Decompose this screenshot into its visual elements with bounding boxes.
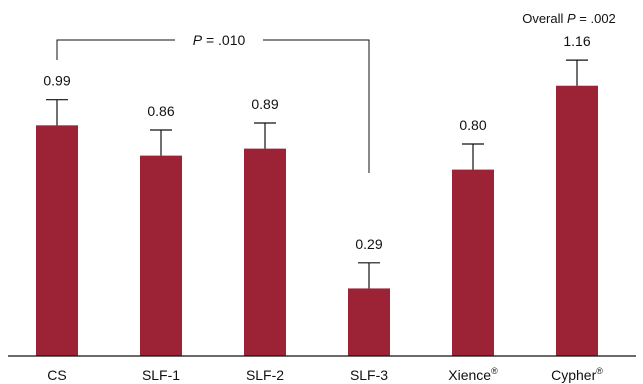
- bracket-right-segment: [263, 39, 370, 173]
- overall-p-letter: P: [567, 11, 576, 26]
- x-tick-label-slf-1: SLF-1: [142, 367, 180, 383]
- x-tick-label-xience: Xience®: [448, 366, 498, 383]
- value-labels-group: 0.99 0.86 0.89 0.29 0.80 1.16: [43, 33, 590, 252]
- x-tick-label-slf-2: SLF-2: [246, 367, 284, 383]
- bar-slf-1: [140, 155, 182, 356]
- bar-slf-3: [348, 288, 390, 356]
- value-label-slf-2: 0.89: [251, 96, 278, 112]
- overall-p-value: = .002: [576, 11, 616, 26]
- value-label-cypher: 1.16: [563, 33, 590, 49]
- bracket-left-segment: [56, 39, 175, 60]
- overall-prefix: Overall: [522, 11, 567, 26]
- value-label-slf-1: 0.86: [147, 103, 174, 119]
- bar-cypher: [556, 85, 598, 356]
- comparison-p-label: P = .010: [193, 32, 246, 48]
- x-tick-label-cs: CS: [47, 367, 66, 383]
- x-tick-labels-group: CS SLF-1 SLF-2 SLF-3 Xience® Cypher®: [47, 366, 603, 383]
- value-label-xience: 0.80: [459, 117, 486, 133]
- value-label-slf-3: 0.29: [355, 236, 382, 252]
- value-label-cs: 0.99: [43, 73, 70, 89]
- x-tick-label-cypher: Cypher®: [551, 366, 603, 383]
- comparison-bracket: P = .010: [56, 32, 370, 173]
- bars-group: [36, 85, 598, 356]
- bar-slf-2: [244, 148, 286, 356]
- error-bars-group: [46, 59, 588, 289]
- comparison-p-value: = .010: [202, 32, 245, 48]
- x-tick-label-slf-3: SLF-3: [350, 367, 388, 383]
- comparison-p-letter: P: [193, 32, 203, 48]
- overall-p-label: Overall P = .002: [522, 11, 616, 26]
- bar-cs: [36, 125, 78, 356]
- bar-xience: [452, 169, 494, 356]
